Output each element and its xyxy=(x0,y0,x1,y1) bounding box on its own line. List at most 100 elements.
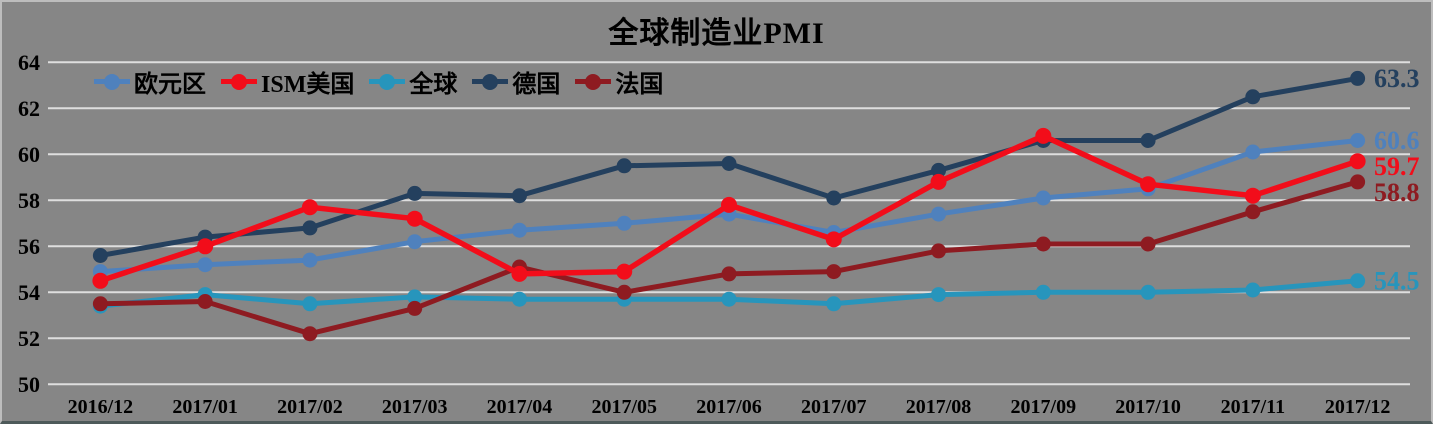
legend-marker-icon xyxy=(369,73,406,91)
y-tick-label-62: 62 xyxy=(18,96,40,121)
end-label-global: 54.5 xyxy=(1374,266,1420,295)
data-point-germany-2017-05 xyxy=(616,158,632,174)
data-point-france-2017-02 xyxy=(302,326,318,342)
data-point-ism-usa-2017-02 xyxy=(301,199,318,216)
x-tick-label-2017-07: 2017/07 xyxy=(801,396,867,418)
data-point-germany-2017-03 xyxy=(407,185,423,201)
data-point-eurozone-2017-01 xyxy=(197,257,213,273)
chart-legend: 欧元区 ISM美国 全球 德国 法国 xyxy=(94,64,663,99)
data-point-global-2017-12 xyxy=(1350,273,1366,289)
data-point-france-2017-06 xyxy=(721,266,737,282)
data-point-ism-usa-2017-05 xyxy=(616,263,633,280)
legend-marker-icon xyxy=(472,73,509,91)
x-tick-label-2017-03: 2017/03 xyxy=(382,396,448,418)
legend-label: ISM美国 xyxy=(261,72,355,98)
data-point-germany-2017-07 xyxy=(826,190,842,206)
legend-label: 全球 xyxy=(409,72,458,98)
data-point-eurozone-2017-02 xyxy=(302,252,318,268)
x-tick-label-2017-02: 2017/02 xyxy=(277,396,343,418)
end-label-germany: 63.3 xyxy=(1374,64,1420,93)
x-tick-label-2016-12: 2016/12 xyxy=(68,396,134,418)
data-point-ism-usa-2017-11 xyxy=(1244,187,1261,204)
data-point-ism-usa-2017-01 xyxy=(197,238,214,255)
legend-label: 欧元区 xyxy=(134,72,206,98)
y-tick-label-52: 52 xyxy=(18,326,40,351)
legend-dot xyxy=(231,73,247,90)
legend-dot xyxy=(379,73,396,90)
data-point-global-2017-03 xyxy=(407,289,423,305)
data-point-germany-2017-02 xyxy=(302,220,318,236)
legend-item-germany: 德国 xyxy=(472,64,560,99)
data-point-france-2017-08 xyxy=(931,243,947,259)
end-label-france: 58.8 xyxy=(1374,178,1420,207)
legend-label: 法国 xyxy=(615,72,664,98)
data-point-eurozone-2017-03 xyxy=(407,234,423,250)
data-point-france-2017-12 xyxy=(1350,174,1366,190)
data-point-germany-2017-11 xyxy=(1245,89,1261,105)
data-point-global-2017-06 xyxy=(721,291,737,307)
legend-item-eurozone: 欧元区 xyxy=(94,64,206,99)
y-tick-label-58: 58 xyxy=(18,188,40,213)
data-point-germany-2016-12 xyxy=(92,248,108,263)
data-point-germany-2017-04 xyxy=(511,188,527,204)
x-tick-label-2017-11: 2017/11 xyxy=(1221,396,1285,418)
data-point-eurozone-2017-05 xyxy=(616,215,632,231)
x-tick-label-2017-08: 2017/08 xyxy=(906,396,972,418)
x-tick-label-2017-10: 2017/10 xyxy=(1115,396,1181,418)
y-tick-label-50: 50 xyxy=(18,372,40,397)
data-point-global-2017-09 xyxy=(1035,284,1051,300)
data-point-france-2017-03 xyxy=(407,300,423,316)
data-point-ism-usa-2016-12 xyxy=(92,272,109,289)
data-point-france-2017-01 xyxy=(197,294,213,309)
chart-title: 全球制造业PMI xyxy=(608,17,825,50)
data-point-france-2017-05 xyxy=(616,284,632,300)
data-point-ism-usa-2017-10 xyxy=(1140,176,1157,193)
x-tick-label-2017-01: 2017/01 xyxy=(172,396,238,418)
x-tick-label-2017-06: 2017/06 xyxy=(696,396,762,418)
data-point-france-2017-07 xyxy=(826,264,842,280)
legend-label: 德国 xyxy=(512,72,561,98)
data-point-germany-2017-08 xyxy=(931,162,947,178)
legend-marker-icon xyxy=(94,73,130,91)
data-point-global-2017-07 xyxy=(826,296,842,312)
data-point-global-2017-10 xyxy=(1140,284,1156,300)
data-point-global-2017-04 xyxy=(511,291,527,307)
data-point-ism-usa-2017-03 xyxy=(406,210,423,227)
legend-marker-icon xyxy=(575,73,612,91)
y-tick-label-64: 64 xyxy=(18,50,40,75)
data-point-ism-usa-2017-06 xyxy=(721,196,737,213)
data-point-germany-2017-10 xyxy=(1140,133,1156,148)
data-point-global-2017-08 xyxy=(931,287,947,303)
data-point-eurozone-2017-11 xyxy=(1245,144,1261,160)
x-tick-label-2017-12: 2017/12 xyxy=(1325,396,1391,418)
data-point-global-2017-02 xyxy=(302,296,318,312)
x-tick-label-2017-05: 2017/05 xyxy=(591,396,657,418)
data-point-france-2017-09 xyxy=(1035,236,1051,252)
data-point-ism-usa-2017-09 xyxy=(1035,127,1052,144)
legend-item-global: 全球 xyxy=(369,64,457,99)
legend-marker-icon xyxy=(221,73,257,91)
data-point-ism-usa-2017-08 xyxy=(930,173,947,190)
y-tick-label-54: 54 xyxy=(18,280,40,305)
legend-dot xyxy=(585,73,602,90)
x-tick-label-2017-09: 2017/09 xyxy=(1011,396,1077,418)
end-label-ism-usa: 59.7 xyxy=(1374,152,1420,181)
data-point-global-2017-11 xyxy=(1245,282,1261,298)
legend-dot xyxy=(482,73,499,90)
legend-item-france: 法国 xyxy=(575,64,663,99)
end-label-eurozone: 60.6 xyxy=(1374,126,1420,155)
data-point-ism-usa-2017-12 xyxy=(1349,153,1366,170)
data-point-eurozone-2017-12 xyxy=(1350,133,1366,148)
data-point-ism-usa-2017-07 xyxy=(825,231,842,248)
y-tick-label-60: 60 xyxy=(18,142,40,167)
y-tick-label-56: 56 xyxy=(18,234,40,259)
x-tick-label-2017-04: 2017/04 xyxy=(487,396,553,418)
legend-item-ism-usa: ISM美国 xyxy=(221,64,354,99)
data-point-germany-2017-12 xyxy=(1350,70,1366,86)
legend-dot xyxy=(104,73,120,90)
data-point-eurozone-2017-04 xyxy=(511,222,527,238)
data-point-france-2017-10 xyxy=(1140,236,1156,252)
data-point-germany-2017-06 xyxy=(721,156,737,171)
data-point-france-2016-12 xyxy=(92,296,108,312)
